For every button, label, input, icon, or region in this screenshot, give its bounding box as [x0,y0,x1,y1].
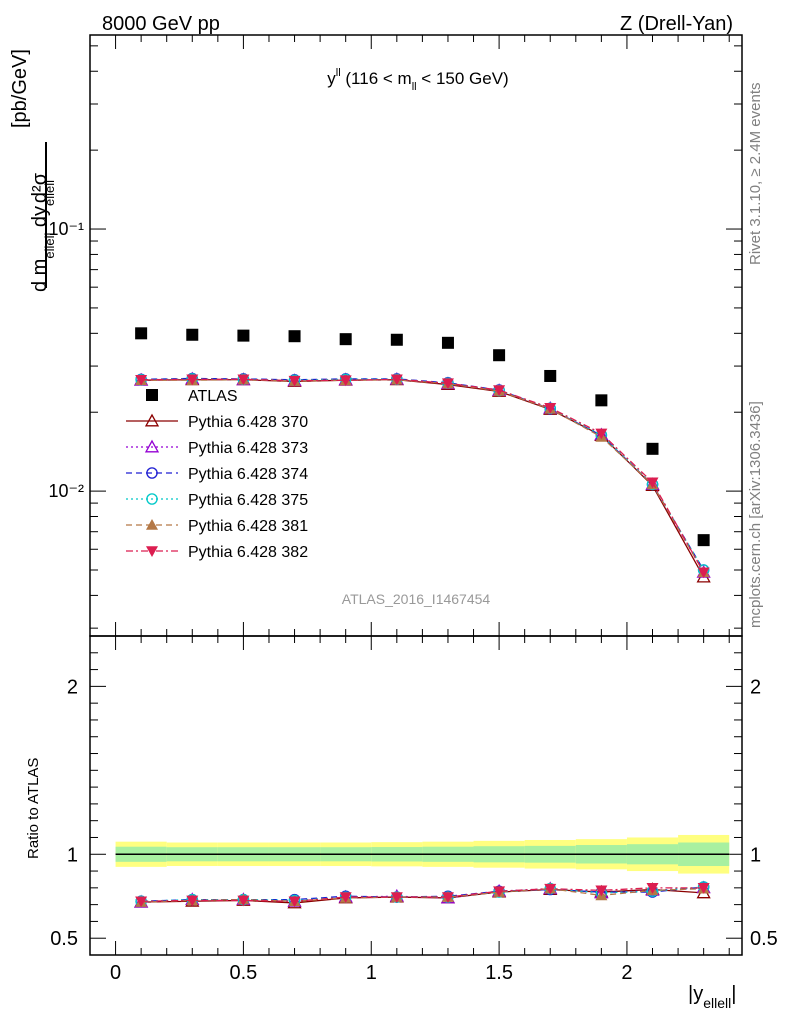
plot-title-main: y [327,69,336,88]
legend-marker [146,519,158,530]
header-right: Z (Drell-Yan) [620,13,733,35]
legend-label: Pythia 6.428 373 [188,440,308,457]
legend-label: Pythia 6.428 375 [188,492,308,509]
legend-marker [146,389,158,401]
ratio-data-point [441,892,454,904]
ratio-y-tick-label-right: 0.5 [750,928,778,950]
plot-title-end: < 150 GeV) [417,69,509,88]
legend-label: Pythia 6.428 382 [188,544,308,561]
data-point [339,375,352,387]
data-point [237,329,250,342]
data-point [646,477,659,489]
legend-marker [144,413,160,427]
legend-label: Pythia 6.428 370 [188,414,308,431]
ratio-y-tick-label-left: 2 [67,676,78,698]
legend-label: Pythia 6.428 374 [188,466,308,483]
plot-title-sup: ll [336,67,341,79]
data-point [544,402,557,414]
data-point [697,534,710,547]
ratio-axis-label: Ratio to ATLAS [25,758,42,859]
ratio-data-point [135,896,148,908]
header-left: 8000 GeV pp [102,13,220,35]
y-tick-label: 10⁻² [48,481,84,501]
data-point [390,333,403,346]
y-tick-label: 10⁻¹ [48,219,84,239]
plot-title-sub: ll [412,81,417,93]
y-label-den-mid: dy [29,206,51,233]
ratio-panel: 0 0.5 1 1.5 2 0.5 0.5 1 1 2 2 [50,635,778,984]
y-axis-label: d²σ d mellell dyellell [pb/GeV] [9,49,57,292]
ratio-data-point [339,892,352,904]
ratio-data-point [288,896,301,908]
ratio-data-point [544,883,557,895]
data-point [493,349,506,362]
data-point [186,374,199,386]
data-point [237,374,250,386]
data-point [697,567,710,579]
data-point [339,333,352,346]
legend-marker [146,467,158,479]
ratio-series-line [141,887,704,902]
main-panel: 10⁻² 10⁻¹ [48,34,743,637]
ratio-y-tick-label-left: 0.5 [50,928,78,950]
legend-label: Pythia 6.428 381 [188,518,308,535]
ratio-data-point [237,895,250,907]
data-point [441,336,454,349]
ratio-data-point [390,892,403,904]
data-point [390,374,403,386]
data-point [135,327,148,340]
rivet-label: Rivet 3.1.10, ≥ 2.4M events [747,83,764,266]
data-point [595,394,608,407]
x-label-end: | [731,983,736,1005]
data-point [595,428,608,440]
y-label-unit: [pb/GeV] [9,49,31,128]
ratio-data-point [493,886,506,898]
data-point [441,378,454,390]
ratio-data-point [697,883,710,894]
plot-title: yll (116 < mll < 150 GeV) [327,67,508,93]
x-tick-label: 1 [366,962,377,984]
x-label-main: |y [688,983,703,1005]
analysis-watermark: ATLAS_2016_I1467454 [342,591,491,607]
x-tick-label: 1.5 [485,962,513,984]
x-label-sub: ellell [703,995,731,1011]
ratio-y-tick-label-left: 1 [67,844,78,866]
x-tick-label: 2 [621,962,632,984]
legend: ATLAS Pythia 6.428 370 Pythia 6.428 373 Pyt… [126,388,308,561]
plot-title-mid: (116 < m [341,69,412,88]
y-label-den-sub: ellell [42,233,57,259]
ratio-data-point [186,895,199,907]
y-label-den-main: d m [29,259,51,292]
ratio-data-point [595,885,608,897]
ratio-series-line [141,886,704,902]
legend-marker [146,546,158,557]
series-line [141,378,705,573]
legend-label: ATLAS [188,388,238,405]
legend-marker [146,493,158,505]
data-point [288,375,301,387]
data-point [493,385,506,397]
ratio-y-tick-label-right: 1 [750,844,761,866]
data-point [135,374,148,386]
ratio-data-point [646,883,659,894]
y-label-den-sub2: ellell [42,180,57,206]
x-tick-label: 0 [110,962,121,984]
data-point [544,369,557,382]
data-point [186,328,199,341]
y-label-denominator: d mellell dyellell [29,180,57,292]
x-axis-label: |yellell| [688,983,736,1011]
legend-marker [144,439,160,453]
ratio-y-tick-label-right: 2 [750,676,761,698]
ratio-frame [89,635,743,956]
data-point [288,330,301,343]
data-point [646,442,659,455]
x-tick-label: 0.5 [230,962,258,984]
mcplots-label: mcplots.cern.ch [arXiv:1306.3436] [747,401,764,628]
